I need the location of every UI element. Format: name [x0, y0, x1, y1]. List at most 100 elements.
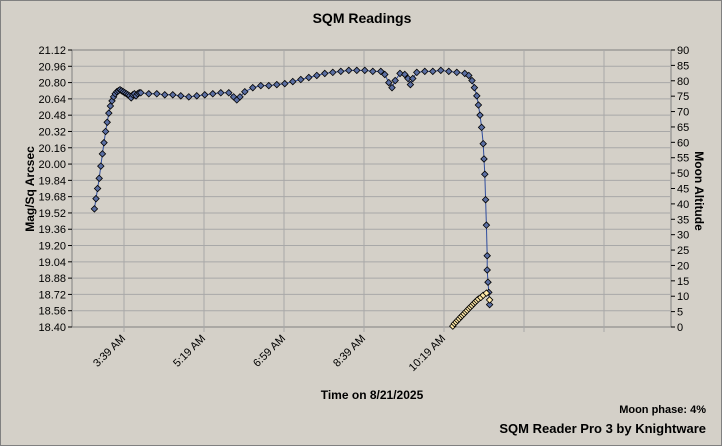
y-tick-label: 18.56: [38, 306, 66, 318]
sqm-reading-point: [329, 68, 337, 77]
sqm-reading-point: [445, 67, 453, 76]
y2-tick-label: 30: [677, 230, 689, 242]
y2-tick-label: 25: [677, 245, 689, 257]
sqm-reading-point: [281, 79, 289, 88]
sqm-reading-point: [98, 150, 107, 158]
sqm-reading-point: [257, 81, 265, 90]
sqm-reading-point: [485, 300, 494, 309]
sqm-reading-point: [437, 66, 445, 75]
sqm-reading-point: [103, 118, 111, 127]
y-tick-label: 20.96: [38, 61, 66, 73]
y-tick-label: 19.84: [38, 175, 66, 187]
sqm-reading-point: [406, 80, 415, 89]
sqm-reading-point: [249, 83, 257, 92]
sqm-reading-point: [345, 66, 353, 75]
sqm-reading-point: [273, 80, 281, 89]
sqm-reading-point: [101, 127, 110, 136]
sqm-reading-point: [241, 87, 249, 96]
sqm-reading-point: [106, 102, 115, 110]
sqm-reading-point: [474, 101, 483, 109]
x-axis-label: Time on 8/21/2025: [321, 388, 424, 402]
sqm-reading-point: [401, 70, 409, 79]
sqm-reading-point: [369, 67, 377, 76]
series-markers: [90, 66, 494, 330]
sqm-reading-point: [482, 221, 491, 229]
sqm-reading-point: [385, 78, 393, 87]
sqm-reading-point: [100, 138, 108, 147]
sqm-reading-point: [377, 67, 385, 76]
y-tick-label: 21.12: [38, 45, 66, 57]
sqm-reading-point: [429, 67, 437, 76]
left-axis-ticks: 18.40 18.56 18.72 18.88 19.04 19.20 19.36 19.52…: [38, 45, 72, 334]
sqm-reading-point: [473, 92, 481, 100]
y-tick-label: 20.64: [38, 94, 66, 106]
sqm-reading-point: [413, 68, 421, 77]
sqm-reading-point: [90, 205, 99, 213]
y-tick-label: 19.68: [38, 192, 66, 204]
y2-tick-label: 5: [677, 307, 683, 319]
sqm-reading-point: [321, 69, 329, 78]
x-tick-label: 8:39 AM: [331, 333, 368, 370]
x-tick-label: 5:19 AM: [171, 333, 208, 370]
x-tick-label: 3:39 AM: [91, 333, 128, 370]
sqm-reading-point: [105, 109, 113, 117]
sqm-reading-point: [185, 93, 193, 101]
sqm-reading-point: [265, 81, 273, 90]
sqm-reading-point: [225, 89, 233, 97]
sqm-reading-point: [381, 70, 389, 79]
y2-tick-label: 35: [677, 214, 689, 226]
y-tick-label: 19.20: [38, 241, 66, 253]
sqm-reading-point: [313, 71, 321, 80]
moon-altitude-point: [482, 289, 491, 297]
y2-tick-label: 60: [677, 137, 689, 149]
sqm-reading-point: [468, 76, 476, 85]
y2-tick-label: 85: [677, 60, 689, 72]
y2-tick-label: 80: [677, 76, 689, 88]
sqm-reading-point: [465, 71, 473, 80]
sqm-reading-point: [201, 91, 209, 99]
sqm-reading-point: [236, 93, 244, 101]
sqm-reading-point: [305, 73, 313, 82]
sqm-reading-point: [337, 67, 345, 76]
y-tick-label: 18.88: [38, 273, 66, 285]
sqm-reading-point: [297, 75, 305, 84]
grid-lines: [72, 50, 671, 332]
sqm-reading-point: [453, 68, 461, 77]
sqm-reading-point: [391, 76, 399, 85]
sqm-reading-point: [483, 251, 491, 260]
y2-tick-label: 40: [677, 199, 689, 211]
moon-phase: Moon phase: 4%: [619, 404, 706, 416]
sqm-reading-point: [93, 184, 102, 193]
sqm-reading-point: [153, 90, 161, 98]
sqm-reading-point: [480, 155, 488, 163]
sqm-reading-point: [145, 90, 153, 98]
sqm-reading-point: [95, 174, 103, 183]
y-axis-label: Mag/Sq Arcsec: [23, 146, 37, 232]
y2-tick-label: 90: [677, 45, 689, 57]
y2-tick-label: 75: [677, 91, 689, 103]
sqm-reading-point: [481, 170, 489, 179]
sqm-reading-point: [289, 77, 297, 86]
y-tick-label: 20.16: [38, 143, 66, 155]
y2-tick-label: 20: [677, 260, 689, 272]
moon-altitude-point: [485, 296, 494, 304]
sqm-reading-point: [484, 278, 492, 286]
y-tick-label: 19.36: [38, 224, 66, 236]
chart-title: SQM Readings: [313, 10, 412, 26]
y2-axis-label: Moon Altitude: [692, 151, 706, 231]
sqm-reading-point: [479, 139, 487, 148]
y2-tick-label: 10: [677, 291, 689, 303]
y-tick-label: 18.40: [38, 322, 66, 334]
y2-tick-label: 50: [677, 168, 689, 180]
sqm-reading-point: [193, 92, 201, 100]
sqm-reading-point: [461, 69, 469, 78]
y-tick-label: 20.32: [38, 126, 66, 138]
sqm-reading-point: [209, 90, 217, 98]
y-tick-label: 19.04: [38, 257, 66, 269]
sqm-reading-point: [483, 266, 491, 274]
sqm-reading-point: [137, 89, 145, 97]
y2-tick-label: 70: [677, 107, 689, 119]
sqm-reading-point: [421, 67, 429, 76]
